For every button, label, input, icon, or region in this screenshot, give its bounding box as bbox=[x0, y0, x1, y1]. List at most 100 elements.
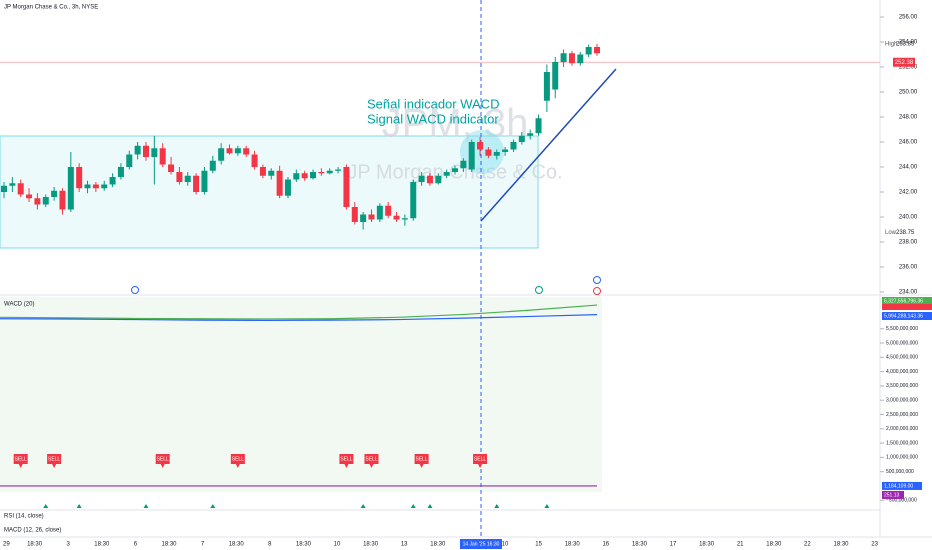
candle-body bbox=[67, 167, 74, 210]
buy-marker bbox=[360, 504, 366, 508]
candle-body bbox=[184, 175, 191, 182]
candle-body bbox=[560, 53, 567, 62]
x-tick-label: 10 bbox=[334, 542, 341, 548]
last-price-tag bbox=[893, 57, 915, 67]
sell-marker bbox=[414, 454, 429, 468]
candle-body bbox=[301, 173, 308, 179]
y-tick-label: 254.00 bbox=[899, 40, 918, 46]
candle-body bbox=[318, 172, 325, 174]
value-tag bbox=[882, 312, 932, 320]
candle-body bbox=[418, 175, 425, 182]
sell-label: SELL bbox=[365, 456, 377, 462]
candle-body bbox=[485, 149, 492, 156]
buy-marker bbox=[210, 504, 216, 508]
candle-body bbox=[159, 148, 166, 165]
candle-body bbox=[59, 190, 66, 210]
candle-body bbox=[1, 185, 7, 192]
y-tick-label: 246.00 bbox=[899, 140, 918, 146]
x-tick-label: 18:30 bbox=[699, 542, 715, 548]
value-tag bbox=[882, 304, 932, 310]
candle-body bbox=[168, 164, 175, 172]
x-tick-label: 18:30 bbox=[296, 542, 312, 548]
candle-body bbox=[17, 183, 24, 195]
candle-body bbox=[493, 152, 500, 156]
value-tag-label: 1,184,109.00 bbox=[884, 483, 913, 489]
chart-title: JP Morgan Chase & Co., 3h, NYSE bbox=[4, 5, 98, 11]
candle-body bbox=[460, 160, 467, 169]
candle-body bbox=[151, 148, 158, 157]
candle-body bbox=[535, 118, 542, 134]
buy-marker bbox=[143, 504, 149, 508]
candle-body bbox=[101, 184, 108, 189]
y-tick-label: 248.00 bbox=[899, 115, 918, 121]
sell-marker bbox=[339, 454, 354, 468]
candle-body bbox=[552, 62, 559, 90]
x-tick-label: 7 bbox=[201, 542, 205, 548]
y-tick-label: 244.00 bbox=[899, 165, 918, 171]
sell-label: SELL bbox=[340, 456, 352, 462]
candle-body bbox=[385, 205, 392, 216]
candle-body bbox=[426, 175, 433, 184]
price-tag-value: 253.85 bbox=[896, 41, 915, 47]
sell-label: SELL bbox=[157, 456, 169, 462]
x-tick-label: 18:30 bbox=[430, 542, 446, 548]
price-tag-name: Low bbox=[885, 230, 897, 236]
event-icon[interactable] bbox=[131, 286, 139, 294]
buy-marker bbox=[494, 504, 500, 508]
candle-body bbox=[276, 170, 283, 196]
x-tick-label: 15 bbox=[535, 542, 542, 548]
candle-body bbox=[594, 47, 600, 54]
y-tick-label: 234.00 bbox=[899, 290, 918, 296]
candle-body bbox=[518, 135, 525, 142]
candle-body bbox=[376, 205, 383, 220]
candle-body bbox=[543, 72, 550, 101]
x-tick-label: 29 bbox=[3, 542, 10, 548]
x-tick-label: 18:30 bbox=[363, 542, 379, 548]
x-tick-label: 8 bbox=[268, 542, 272, 548]
candle-body bbox=[142, 145, 149, 157]
candle-body bbox=[477, 142, 484, 150]
candle-body bbox=[134, 145, 141, 155]
pane-label: RSI (14, close) bbox=[4, 514, 44, 520]
candle-body bbox=[34, 198, 41, 205]
candle-body bbox=[568, 53, 575, 64]
x-tick-label: 18:30 bbox=[565, 542, 581, 548]
candle-body bbox=[502, 149, 509, 152]
y-tick-label: 1,000,000,000 bbox=[886, 455, 918, 461]
candle-body bbox=[92, 184, 99, 189]
x-tick-label: 18:30 bbox=[632, 542, 648, 548]
candle-body bbox=[393, 215, 400, 220]
candle-body bbox=[234, 148, 241, 154]
sell-label: SELL bbox=[48, 456, 60, 462]
candle-body bbox=[293, 173, 300, 180]
y-tick-label: 2,500,000,000 bbox=[886, 412, 918, 418]
event-icon[interactable] bbox=[593, 276, 601, 284]
x-tick-label: 18:30 bbox=[229, 542, 245, 548]
candle-body bbox=[26, 194, 33, 199]
x-tick-label: 13 bbox=[401, 542, 408, 548]
buy-marker bbox=[427, 504, 433, 508]
y-tick-label: 238.00 bbox=[899, 240, 918, 246]
sell-label: SELL bbox=[232, 456, 244, 462]
last-price-label: 252.38 bbox=[895, 60, 914, 66]
event-icon[interactable] bbox=[535, 286, 543, 294]
y-tick-label: 250.00 bbox=[899, 90, 918, 96]
candle-body bbox=[326, 170, 333, 174]
candle-body bbox=[193, 175, 200, 192]
y-tick-label: 3,000,000,000 bbox=[886, 398, 918, 404]
candle-body bbox=[76, 167, 83, 189]
candle-body bbox=[226, 148, 233, 154]
wacd-pane-bg bbox=[0, 297, 602, 492]
candle-body bbox=[443, 172, 450, 176]
candle-body bbox=[410, 182, 417, 219]
event-icon[interactable] bbox=[593, 287, 601, 295]
x-tick-label: 6 bbox=[134, 542, 138, 548]
y-tick-label: 3,500,000,000 bbox=[886, 383, 918, 389]
value-tag bbox=[882, 297, 932, 305]
candle-body bbox=[126, 154, 133, 167]
candle-body bbox=[335, 169, 342, 171]
candle-body bbox=[218, 148, 225, 161]
price-tag-name: High bbox=[885, 41, 897, 47]
candle-body bbox=[9, 183, 16, 186]
y-tick-label: 252.00 bbox=[899, 65, 918, 71]
